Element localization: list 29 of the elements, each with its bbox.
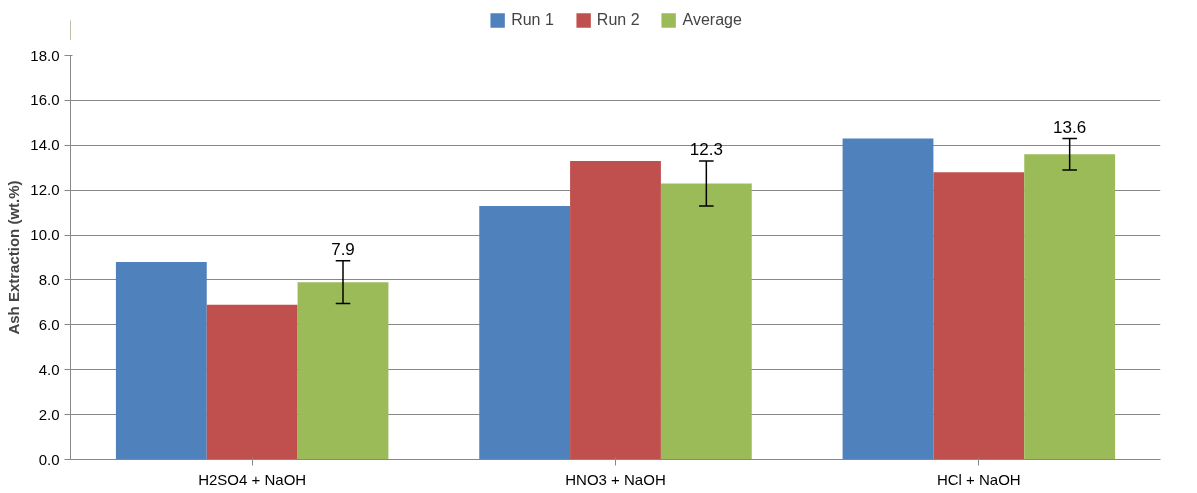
y-tick-label: 16.0 <box>30 91 60 109</box>
data-label: 7.9 <box>331 239 355 259</box>
y-tick-label: 6.0 <box>38 315 60 333</box>
y-axis-title: Ash Extraction (wt.%) <box>5 180 23 335</box>
bar <box>297 282 389 460</box>
y-tick-label: 2.0 <box>38 405 60 423</box>
x-tick-label: H2SO4 + NaOH <box>198 470 307 488</box>
data-label: 12.3 <box>689 139 723 159</box>
bar <box>115 261 207 460</box>
y-tick-label: 10.0 <box>30 226 60 244</box>
y-tick-label: 12.0 <box>30 181 60 199</box>
bar <box>206 304 298 460</box>
y-tick-label: 18.0 <box>30 46 60 64</box>
legend-label: Run 1 <box>511 11 554 29</box>
bar <box>660 183 752 460</box>
legend-label: Average <box>682 11 742 29</box>
y-tick-label: 4.0 <box>38 360 60 378</box>
bar <box>933 172 1025 460</box>
data-label: 13.6 <box>1053 117 1087 137</box>
y-tick-label: 8.0 <box>38 270 60 288</box>
x-tick-label: HCl + NaOH <box>936 470 1021 488</box>
bar <box>570 160 661 460</box>
bar <box>1024 154 1116 460</box>
bar <box>479 205 571 460</box>
legend-label: Run 2 <box>596 11 640 29</box>
x-tick-label: HNO3 + NaOH <box>565 470 666 488</box>
bar <box>842 138 934 460</box>
y-tick-label: 0.0 <box>38 450 60 468</box>
y-tick-label: 14.0 <box>30 136 60 154</box>
